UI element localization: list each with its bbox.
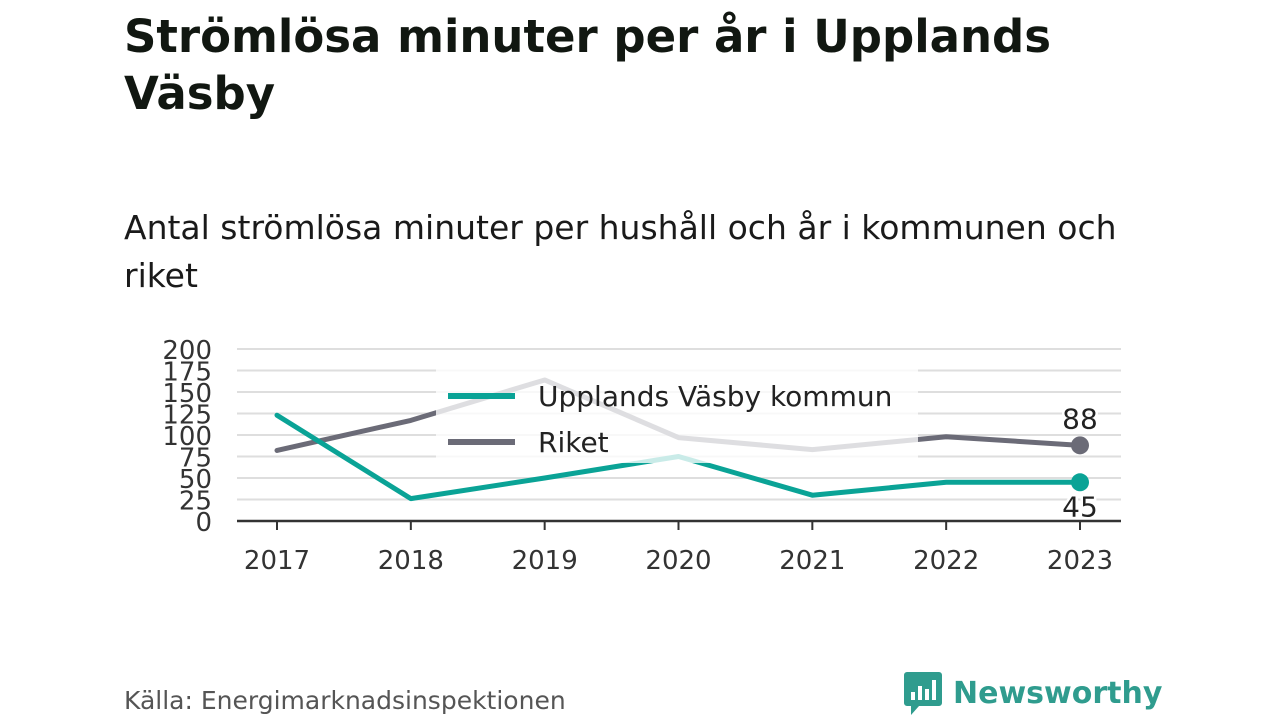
y-tick-label: 150: [162, 379, 212, 409]
end-point-marker: [1071, 436, 1089, 455]
x-tick-label: 2018: [378, 546, 444, 576]
brand-logo: Newsworthy: [903, 670, 1162, 716]
y-tick-label: 175: [162, 358, 212, 388]
x-tick-label: 2022: [913, 546, 979, 576]
source-note: Källa: Energimarknadsinspektionen: [124, 686, 566, 715]
y-tick-label: 50: [179, 465, 212, 495]
y-tick-label: 75: [179, 444, 212, 474]
y-tick-label: 125: [162, 401, 212, 431]
legend-label: Riket: [538, 426, 609, 459]
line-chart: Upplands Väsby kommun Riket 0255075100125…: [162, 336, 1121, 576]
legend-background: [436, 369, 918, 463]
end-point-marker: [1071, 473, 1089, 492]
y-tick-label: 200: [162, 336, 212, 366]
x-tick-label: 2017: [244, 546, 310, 576]
y-tick-label: 0: [195, 508, 212, 538]
x-tick-label: 2021: [779, 546, 845, 576]
end-value-label: 45: [1062, 490, 1098, 523]
chart-subtitle: Antal strömlösa minuter per hushåll och …: [124, 208, 1117, 295]
legend-label: Upplands Väsby kommun: [538, 380, 892, 413]
x-tick-label: 2019: [512, 546, 578, 576]
chart-title: Strömlösa minuter per år i Upplands Väsb…: [124, 10, 1052, 120]
y-tick-label: 100: [162, 422, 212, 452]
newsworthy-logo-icon: [904, 672, 942, 715]
brand-name: Newsworthy: [953, 675, 1163, 711]
x-tick-label: 2023: [1047, 546, 1113, 576]
x-tick-label: 2020: [645, 546, 711, 576]
y-tick-label: 25: [179, 487, 212, 517]
end-value-label: 88: [1062, 402, 1098, 435]
